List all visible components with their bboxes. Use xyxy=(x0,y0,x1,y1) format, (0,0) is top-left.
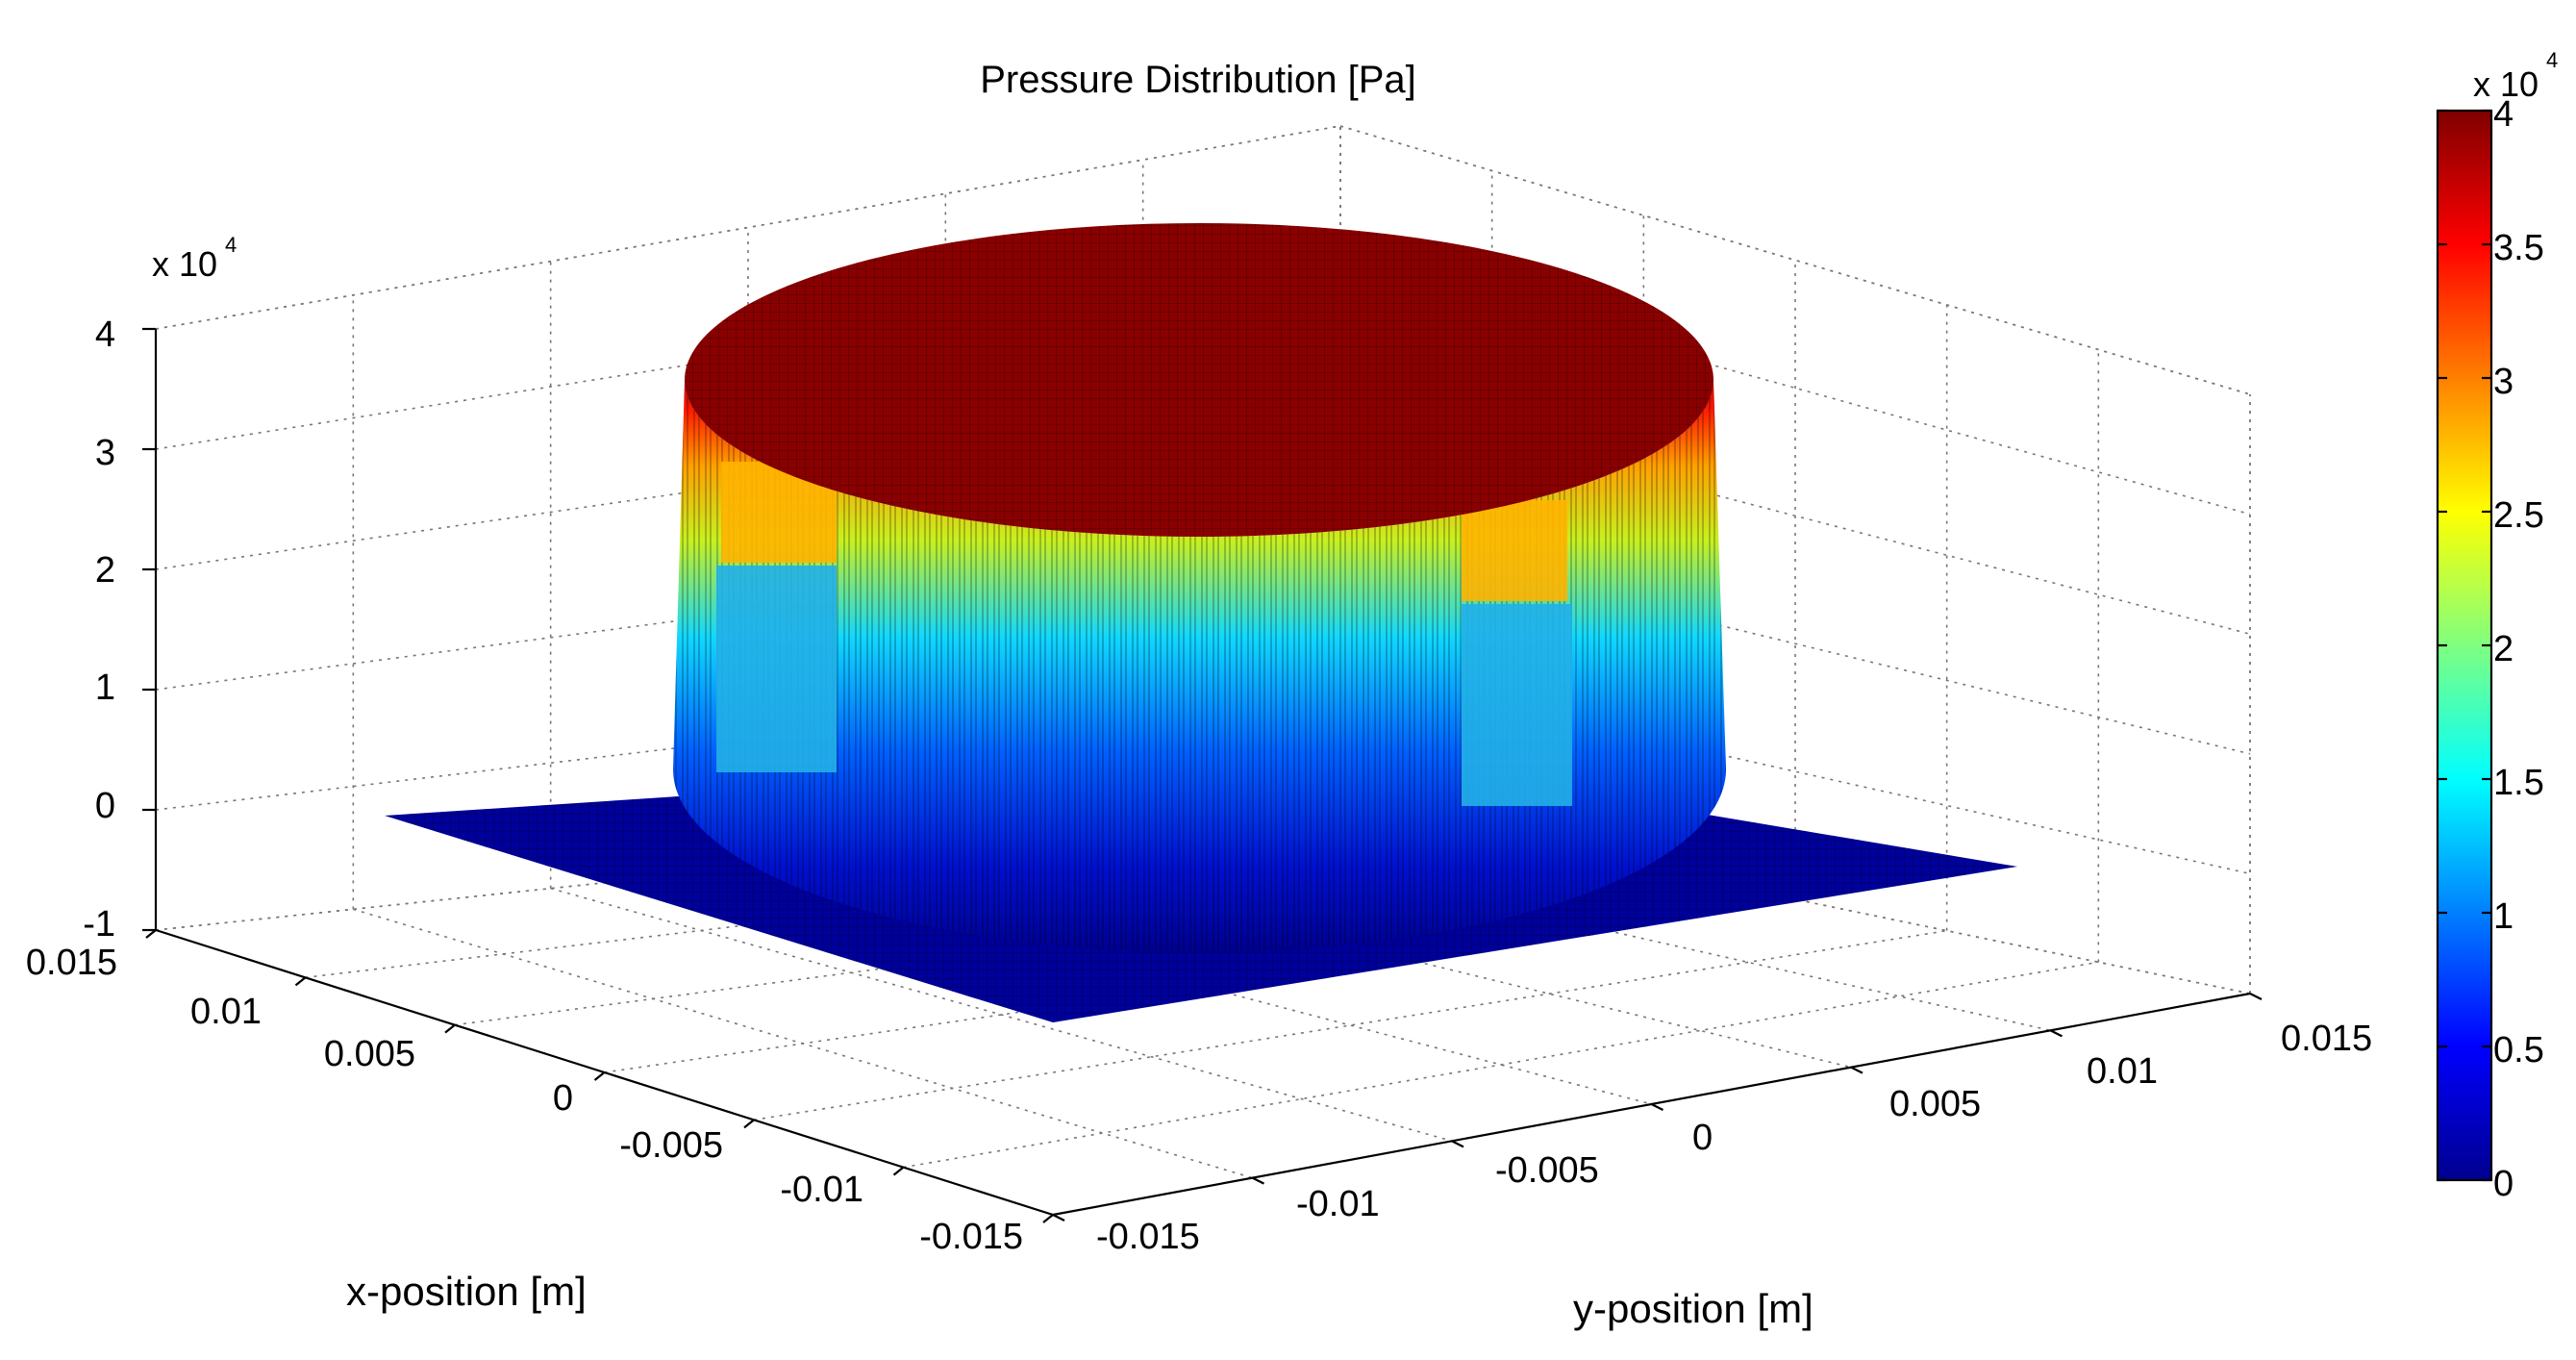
y-axis-ticks: -0.015 -0.01 -0.005 0 0.005 0.01 0.015 xyxy=(1096,1019,2372,1257)
colorbar-tick-label: 1 xyxy=(2493,896,2513,937)
colorbar-tick-label: 3 xyxy=(2493,362,2513,402)
x-tick-label: -0.005 xyxy=(619,1125,723,1166)
y-axis-label: y-position [m] xyxy=(1573,1286,1813,1331)
y-tick-label: 0.005 xyxy=(1889,1084,1981,1124)
x-tick-mark xyxy=(593,1071,606,1081)
colorbar-ticks: 0 0.5 1 1.5 2 2.5 3 3.5 4 xyxy=(2438,94,2544,1204)
colorbar-tick-label: 2 xyxy=(2493,629,2513,669)
z-tick-label: 0 xyxy=(95,786,115,826)
x-tick-mark xyxy=(892,1166,905,1176)
colorbar-tick-label: 0 xyxy=(2493,1164,2513,1204)
y-tick-mark xyxy=(1850,1066,1863,1074)
x-axis-ticks: 0.015 0.01 0.005 0 -0.005 -0.01 -0.015 xyxy=(26,943,1023,1257)
x-tick-label: -0.015 xyxy=(919,1217,1023,1257)
y-tick-label: 0.01 xyxy=(2087,1051,2158,1092)
x-tick-mark xyxy=(1042,1214,1054,1223)
y-tick-label: -0.005 xyxy=(1495,1150,1599,1191)
x-tick-mark xyxy=(444,1023,456,1034)
z-axis-ticks: -1 0 1 2 3 4 xyxy=(83,315,115,944)
y-tick-mark xyxy=(1651,1103,1663,1111)
surface-facet-right-upper xyxy=(1462,500,1567,601)
axes-3d: -1 0 1 2 3 4 x 10 4 0.015 0.01 0.005 0 -… xyxy=(26,125,2372,1331)
floor-gridline xyxy=(903,961,2099,1169)
y-tick-label: -0.015 xyxy=(1096,1217,1200,1257)
colorbar-tick-label: 0.5 xyxy=(2493,1030,2544,1070)
colorbar-tick-label: 3.5 xyxy=(2493,228,2544,268)
colorbar-exponent-label: x 10 xyxy=(2473,64,2538,104)
floor-gridline xyxy=(753,929,1947,1121)
floor-gridline xyxy=(550,887,1453,1143)
y-tick-label: -0.01 xyxy=(1296,1184,1380,1224)
floor-gridline xyxy=(604,898,1796,1073)
y-tick-mark xyxy=(1252,1176,1264,1185)
y-tick-mark xyxy=(1052,1214,1065,1221)
z-tick-label: 3 xyxy=(95,433,115,473)
x-tick-mark xyxy=(294,976,307,987)
x-tick-label: 0.01 xyxy=(190,992,262,1032)
z-exponent-power: 4 xyxy=(225,233,237,257)
x-tick-label: 0 xyxy=(553,1078,573,1119)
surface-facet-right-lower xyxy=(1462,604,1572,806)
z-tick-label: -1 xyxy=(83,904,115,944)
z-tick-label: 2 xyxy=(95,550,115,591)
y-tick-label: 0.015 xyxy=(2281,1019,2372,1059)
x-tick-mark xyxy=(145,929,157,939)
y-tick-label: 0 xyxy=(1692,1118,1713,1158)
surface-facet-left-lower xyxy=(716,566,837,772)
colorbar-exponent-power: 4 xyxy=(2546,48,2558,72)
x-tick-label: 0.005 xyxy=(324,1034,415,1074)
z-axis-exponent: x 10 4 xyxy=(152,233,237,284)
pressure-surface xyxy=(385,223,2017,1022)
box-edge xyxy=(155,125,1341,330)
y-tick-mark xyxy=(2249,993,2263,1000)
z-tick-label: 1 xyxy=(95,667,115,708)
y-tick-mark xyxy=(1451,1140,1464,1148)
axis-lines xyxy=(142,327,2263,1223)
x-tick-label: 0.015 xyxy=(26,943,117,983)
z-exponent-label: x 10 xyxy=(152,244,217,284)
x-axis-label: x-position [m] xyxy=(346,1269,587,1314)
colorbar-tick-label: 2.5 xyxy=(2493,495,2544,536)
colorbar-tick-label: 1.5 xyxy=(2493,763,2544,803)
surface-top-disk-mesh xyxy=(685,223,1713,537)
box-edge xyxy=(1339,125,2251,395)
x-tick-mark xyxy=(743,1119,755,1129)
z-tick-label: 4 xyxy=(95,315,115,355)
chart-title: Pressure Distribution [Pa] xyxy=(980,59,1416,101)
y-tick-mark xyxy=(2050,1029,2063,1038)
colorbar-tick-label: 4 xyxy=(2493,94,2513,135)
colorbar: 0 0.5 1 1.5 2 2.5 3 3.5 4 x 10 4 xyxy=(2436,48,2558,1204)
x-tick-label: -0.01 xyxy=(780,1170,863,1210)
